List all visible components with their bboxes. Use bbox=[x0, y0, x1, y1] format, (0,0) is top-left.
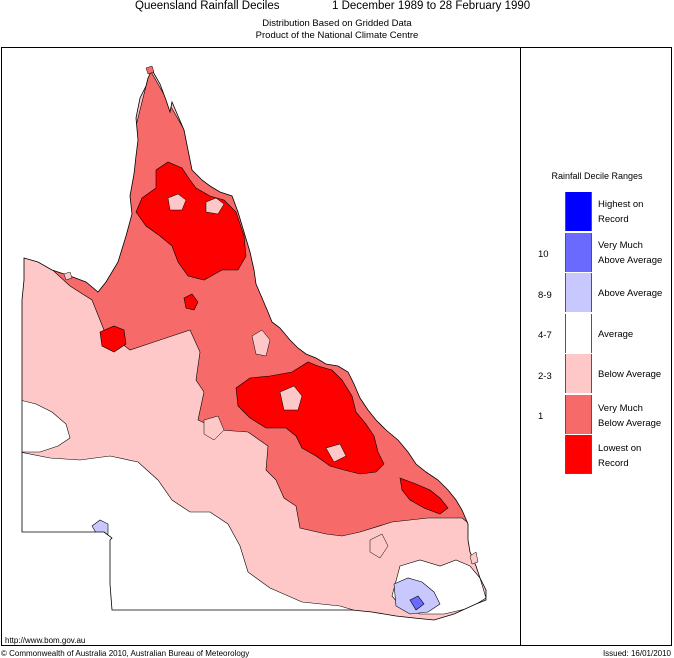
legend-code-10: 10 bbox=[538, 249, 549, 260]
legend-swatch-very-much-below-average bbox=[565, 395, 592, 434]
map-subtitle-distribution: Distribution Based on Gridded Data bbox=[262, 18, 412, 29]
legend-label-below-average: Below Average bbox=[598, 367, 674, 382]
legend-code-8-9: 8-9 bbox=[538, 290, 552, 301]
legend-label-very-much-above-average: Very Much Above Average bbox=[598, 238, 674, 268]
legend-swatch-above-average bbox=[565, 273, 592, 312]
legend-label-line: Below Average bbox=[598, 418, 662, 429]
legend-label-average: Average bbox=[598, 327, 674, 342]
legend-label-highest-on-record: Highest on Record bbox=[598, 197, 674, 227]
legend-code-2-3: 2-3 bbox=[538, 371, 552, 382]
legend-label-very-much-below-average: Very Much Below Average bbox=[598, 401, 674, 431]
map-subtitle-product: Product of the National Climate Centre bbox=[255, 30, 419, 41]
map-period: 1 December 1989 to 28 February 1990 bbox=[332, 0, 531, 12]
issued-date: Issued: 16/01/2010 bbox=[602, 649, 671, 658]
legend-swatch-lowest-on-record bbox=[565, 435, 592, 474]
decile-regions bbox=[22, 70, 486, 620]
island-small-1 bbox=[63, 271, 73, 281]
island-torres-strait bbox=[145, 65, 155, 75]
legend-label-line: Below Average bbox=[598, 369, 662, 380]
region-above-average-southeast bbox=[393, 577, 441, 615]
legend-label-line: Record bbox=[598, 458, 629, 469]
region-lowest-on-record-cape bbox=[135, 161, 247, 281]
map-title: Queensland Rainfall Deciles bbox=[135, 0, 280, 12]
legend-label-line: Lowest on bbox=[598, 443, 642, 454]
legend-code-1: 1 bbox=[538, 411, 544, 422]
region-below-average-patch-2 bbox=[205, 197, 225, 215]
region-below-average-patch-1 bbox=[167, 193, 187, 211]
region-below-average-patch-7 bbox=[325, 443, 347, 463]
map-frame bbox=[1, 47, 672, 646]
legend-swatch-highest-on-record bbox=[565, 192, 592, 231]
legend-divider bbox=[520, 47, 521, 646]
legend-code-4-7: 4-7 bbox=[538, 330, 552, 341]
region-below-average-patch-3 bbox=[279, 385, 303, 411]
copyright-notice: © Commonwealth of Australia 2010, Austra… bbox=[1, 649, 250, 658]
legend-label-lowest-on-record: Lowest on Record bbox=[598, 441, 674, 471]
region-lowest-on-record-coast bbox=[399, 477, 449, 515]
region-below-average-patch-4 bbox=[251, 329, 271, 357]
legend-label-line: Record bbox=[598, 214, 629, 225]
legend-label-line: Average bbox=[598, 329, 634, 340]
legend-swatch-very-much-above-average bbox=[565, 233, 592, 272]
region-below-average-patch-5 bbox=[203, 415, 225, 441]
region-lowest-on-record-patch bbox=[183, 293, 199, 311]
region-lowest-on-record-west bbox=[99, 325, 127, 353]
legend-label-line: Above Average bbox=[598, 288, 663, 299]
legend-label-line: Above Average bbox=[598, 255, 663, 266]
legend-swatch-below-average bbox=[565, 354, 592, 393]
region-lowest-on-record-central bbox=[235, 361, 385, 475]
region-average-west bbox=[22, 399, 71, 453]
region-very-much-above-average bbox=[409, 595, 425, 611]
legend-label-above-average: Above Average bbox=[598, 286, 674, 301]
legend-label-line: Very Much bbox=[598, 403, 643, 414]
legend-label-line: Highest on bbox=[598, 199, 644, 210]
legend-title: Rainfall Decile Ranges bbox=[551, 171, 643, 181]
legend-swatch-average bbox=[565, 314, 592, 353]
island-small-2 bbox=[469, 551, 479, 565]
region-below-average-patch-6 bbox=[369, 533, 389, 559]
bom-url-link[interactable]: http://www.bom.gov.au bbox=[5, 636, 86, 645]
legend-label-line: Very Much bbox=[598, 240, 643, 251]
